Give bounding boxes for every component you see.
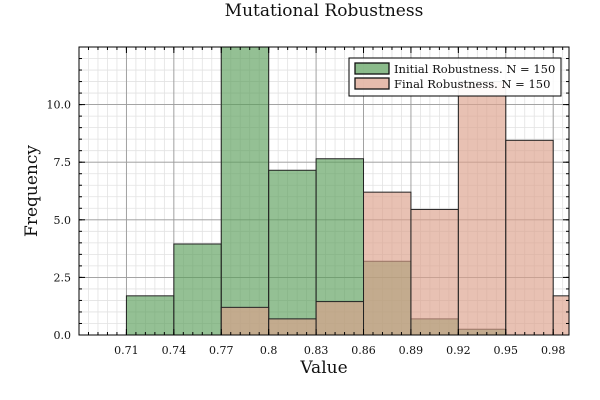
bars-layer [125, 47, 569, 335]
bar-initial-2 [220, 47, 270, 335]
x-axis-label: Value [299, 358, 347, 378]
bar-final-7 [552, 295, 569, 335]
y-tick-label: 7.5 [54, 156, 72, 169]
bar-final-0 [220, 306, 270, 335]
y-axis-label: Frequency [22, 145, 42, 237]
y-tick-label: 2.5 [54, 271, 72, 284]
bar-final-1 [268, 318, 317, 335]
y-tick-label: 0.0 [54, 329, 72, 342]
y-tick-label: 10.0 [47, 99, 72, 112]
chart-title: Mutational Robustness [225, 1, 424, 21]
legend-swatch [354, 62, 390, 75]
bar-initial-3 [268, 169, 317, 335]
x-tick-label: 0.71 [114, 344, 139, 357]
axis-ticks [79, 47, 569, 336]
bar-initial-0 [125, 295, 175, 335]
legend-entry: Initial Robustness. N = 150 [394, 62, 555, 76]
x-tick-label: 0.92 [446, 344, 471, 357]
y-tick-label: 5.0 [54, 214, 72, 227]
legend-entry: Final Robustness. N = 150 [394, 77, 550, 91]
legend-swatch [354, 77, 390, 90]
x-tick-label: 0.74 [162, 344, 187, 357]
bar-final-4 [410, 208, 459, 335]
bar-final-5 [457, 81, 507, 335]
x-tick-label: 0.8 [260, 344, 278, 357]
x-tick-label: 0.89 [399, 344, 424, 357]
plot-frame [78, 46, 570, 336]
x-tick-label: 0.77 [209, 344, 234, 357]
bar-initial-1 [173, 243, 222, 335]
x-tick-label: 0.95 [494, 344, 519, 357]
tick-labels: 0.71 0.74 0.77 0.8 0.83 0.86 0.89 0.92 0.95 0.98 0… [47, 99, 566, 357]
bar-final-3 [363, 191, 412, 335]
x-tick-label: 0.98 [541, 344, 566, 357]
bar-final-6 [505, 139, 554, 335]
x-tick-label: 0.86 [351, 344, 376, 357]
bar-final-2 [315, 301, 365, 335]
x-tick-label: 0.83 [304, 344, 329, 357]
